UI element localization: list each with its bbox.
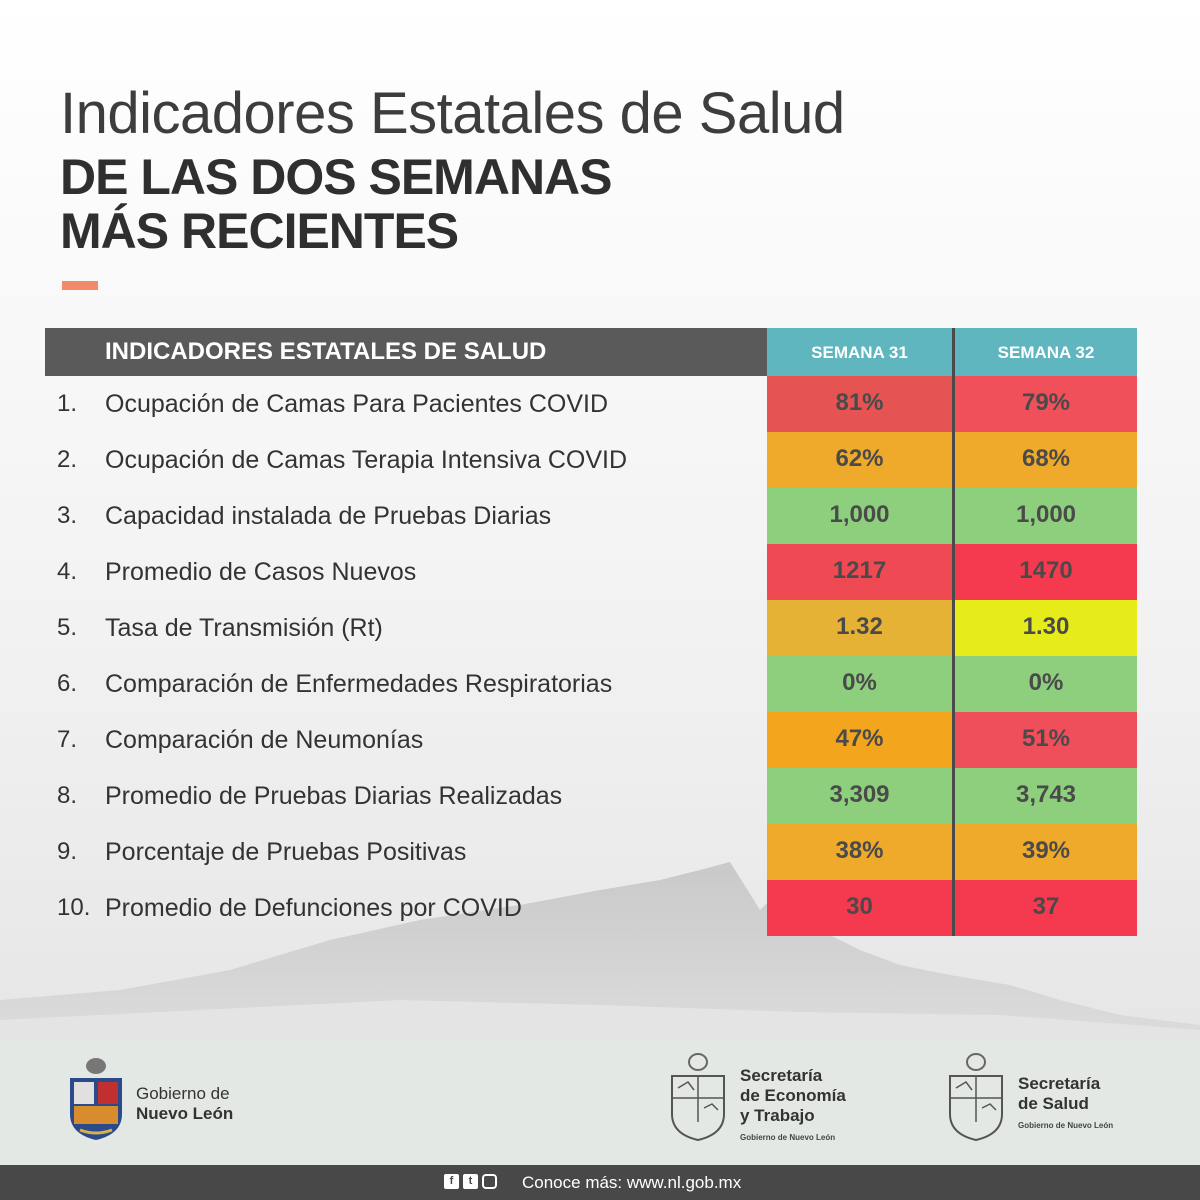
table-row: 4. Promedio de Casos Nuevos 1217 1470: [45, 544, 1137, 600]
cell-week-31: 62%: [767, 432, 952, 488]
table-row: 5. Tasa de Transmisión (Rt) 1.32 1.30: [45, 600, 1137, 656]
page-subtitle: DE LAS DOS SEMANAS MÁS RECIENTES: [60, 149, 613, 259]
footer-logos: Gobierno de Nuevo León Secretaría de Eco…: [0, 1040, 1200, 1165]
cell-week-31: 0%: [767, 656, 952, 712]
cell-week-31: 81%: [767, 376, 952, 432]
row-number: 4.: [57, 558, 78, 585]
header-week-32: SEMANA 32: [952, 328, 1137, 376]
twitter-icon[interactable]: t: [463, 1174, 478, 1189]
subtitle-line-2: MÁS RECIENTES: [60, 203, 459, 259]
row-number: 1.: [57, 390, 78, 417]
subtitle-line-1: DE LAS DOS SEMANAS: [60, 149, 613, 205]
row-label: Capacidad instalada de Pruebas Diarias: [105, 502, 552, 530]
row-number: 3.: [57, 502, 78, 529]
indicators-table: INDICADORES ESTATALES DE SALUD SEMANA 31…: [45, 328, 1137, 936]
cell-week-31: 47%: [767, 712, 952, 768]
table-row: 2. Ocupación de Camas Terapia Intensiva C…: [45, 432, 1137, 488]
accent-divider: [62, 281, 98, 290]
cell-week-32: 39%: [952, 824, 1137, 880]
row-number: 6.: [57, 670, 78, 697]
table-row: 7. Comparación de Neumonías 47% 51%: [45, 712, 1137, 768]
cell-week-32: 1.30: [952, 600, 1137, 656]
row-label: Porcentaje de Pruebas Positivas: [105, 838, 467, 866]
cell-week-31: 1.32: [767, 600, 952, 656]
salud-seal-icon: [949, 1053, 1003, 1142]
row-number: 5.: [57, 614, 78, 641]
row-number: 8.: [57, 782, 78, 809]
cell-week-31: 38%: [767, 824, 952, 880]
table-header: INDICADORES ESTATALES DE SALUD SEMANA 31…: [45, 328, 1137, 376]
gobierno-nuevo-leon-logo-text: Gobierno de Nuevo León: [136, 1084, 234, 1123]
row-label: Comparación de Enfermedades Respiratoria…: [105, 670, 613, 698]
cell-week-32: 51%: [952, 712, 1137, 768]
row-number: 2.: [57, 446, 78, 473]
facebook-icon[interactable]: f: [444, 1174, 459, 1189]
row-label: Promedio de Defunciones por COVID: [105, 894, 522, 922]
economia-logo-text: Secretaría de Economía y Trabajo Gobiern…: [740, 1066, 846, 1142]
salud-logo-text: Secretaría de Salud Gobierno de Nuevo Le…: [1018, 1074, 1114, 1130]
page-title: Indicadores Estatales de Salud: [60, 81, 845, 146]
row-label: Ocupación de Camas Para Pacientes COVID: [105, 390, 609, 418]
table-row: 9. Porcentaje de Pruebas Positivas 38% 39%: [45, 824, 1137, 880]
cell-week-31: 30: [767, 880, 952, 936]
cell-week-32: 1,000: [952, 488, 1137, 544]
row-label: Tasa de Transmisión (Rt): [105, 614, 383, 642]
row-label: Comparación de Neumonías: [105, 726, 424, 754]
table-row: 3. Capacidad instalada de Pruebas Diarias…: [45, 488, 1137, 544]
table-row: 8. Promedio de Pruebas Diarias Realizadas…: [45, 768, 1137, 824]
cell-week-32: 0%: [952, 656, 1137, 712]
row-label: Ocupación de Camas Terapia Intensiva COV…: [105, 446, 628, 474]
website-link[interactable]: Conoce más: www.nl.gob.mx: [522, 1173, 742, 1192]
bottom-bar: f t Conoce más: www.nl.gob.mx: [0, 1165, 1200, 1200]
row-label: Promedio de Casos Nuevos: [105, 558, 417, 586]
table-row: 10. Promedio de Defunciones por COVID 30 37: [45, 880, 1137, 936]
row-number: 7.: [57, 726, 78, 753]
social-icons: f t: [444, 1174, 497, 1189]
row-number: 10.: [57, 894, 91, 921]
nuevo-leon-coat-of-arms-icon: [70, 1058, 122, 1140]
instagram-icon[interactable]: [482, 1174, 497, 1189]
table-body: 1. Ocupación de Camas Para Pacientes COVI…: [45, 376, 1137, 936]
table-row: 1. Ocupación de Camas Para Pacientes COVI…: [45, 376, 1137, 432]
cell-week-31: 3,309: [767, 768, 952, 824]
row-label: Promedio de Pruebas Diarias Realizadas: [105, 782, 563, 810]
cell-week-32: 68%: [952, 432, 1137, 488]
cell-week-32: 79%: [952, 376, 1137, 432]
row-number: 9.: [57, 838, 78, 865]
economia-seal-icon: [671, 1053, 725, 1142]
cell-week-32: 37: [952, 880, 1137, 936]
cell-week-32: 3,743: [952, 768, 1137, 824]
cell-week-32: 1470: [952, 544, 1137, 600]
header-week-31: SEMANA 31: [767, 328, 952, 376]
cell-week-31: 1217: [767, 544, 952, 600]
cell-week-31: 1,000: [767, 488, 952, 544]
table-row: 6. Comparación de Enfermedades Respirator…: [45, 656, 1137, 712]
header-indicators: INDICADORES ESTATALES DE SALUD: [45, 328, 767, 376]
